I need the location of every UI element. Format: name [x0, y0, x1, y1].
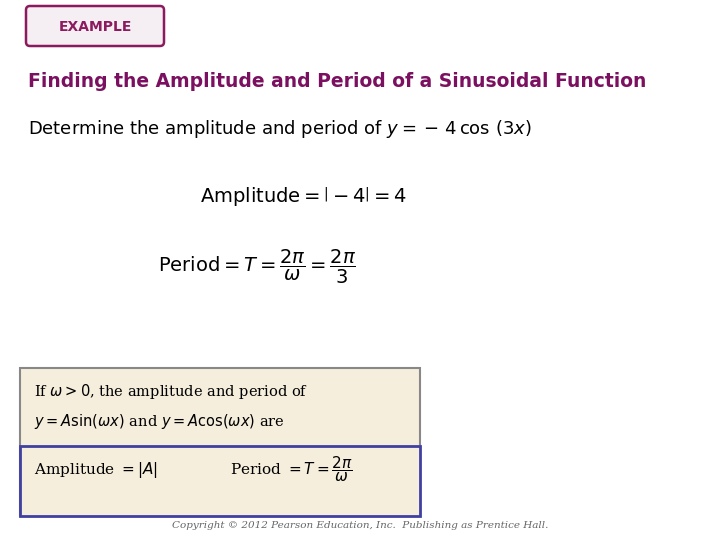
Text: Finding the Amplitude and Period of a Sinusoidal Function: Finding the Amplitude and Period of a Si… — [28, 72, 647, 91]
Text: EXAMPLE: EXAMPLE — [58, 20, 132, 34]
Text: Determine the amplitude and period of $y = -\,4\,\cos\,(3x)$: Determine the amplitude and period of $y… — [28, 118, 531, 140]
Text: $y = A\sin(\omega x)$ and $y = A\cos(\omega x)$ are: $y = A\sin(\omega x)$ and $y = A\cos(\om… — [34, 412, 285, 431]
Text: $\mathrm{Period} = T = \dfrac{2\pi}{\omega} = \dfrac{2\pi}{3}$: $\mathrm{Period} = T = \dfrac{2\pi}{\ome… — [158, 248, 356, 286]
FancyBboxPatch shape — [20, 446, 420, 516]
Text: Amplitude $= |A|$: Amplitude $= |A|$ — [34, 460, 158, 480]
Text: If $\omega > 0$, the amplitude and period of: If $\omega > 0$, the amplitude and perio… — [34, 382, 308, 401]
FancyBboxPatch shape — [26, 6, 164, 46]
FancyBboxPatch shape — [20, 368, 420, 516]
Text: Period $= T = \dfrac{2\pi}{\omega}$: Period $= T = \dfrac{2\pi}{\omega}$ — [230, 454, 353, 484]
Text: $\mathrm{Amplitude} = \left|-4\right| = 4$: $\mathrm{Amplitude} = \left|-4\right| = … — [200, 185, 407, 208]
Text: Copyright © 2012 Pearson Education, Inc.  Publishing as Prentice Hall.: Copyright © 2012 Pearson Education, Inc.… — [172, 521, 548, 530]
